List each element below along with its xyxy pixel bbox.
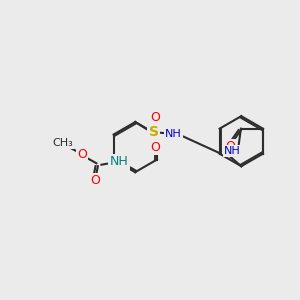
Text: O: O bbox=[77, 148, 87, 161]
Text: O: O bbox=[90, 174, 100, 188]
Text: CH₃: CH₃ bbox=[52, 138, 73, 148]
Text: NH: NH bbox=[110, 155, 128, 168]
Text: NH: NH bbox=[165, 129, 182, 139]
Text: O: O bbox=[150, 110, 160, 124]
Text: O: O bbox=[226, 140, 236, 153]
Text: NH: NH bbox=[224, 146, 240, 156]
Text: S: S bbox=[149, 125, 159, 139]
Text: O: O bbox=[150, 141, 160, 154]
